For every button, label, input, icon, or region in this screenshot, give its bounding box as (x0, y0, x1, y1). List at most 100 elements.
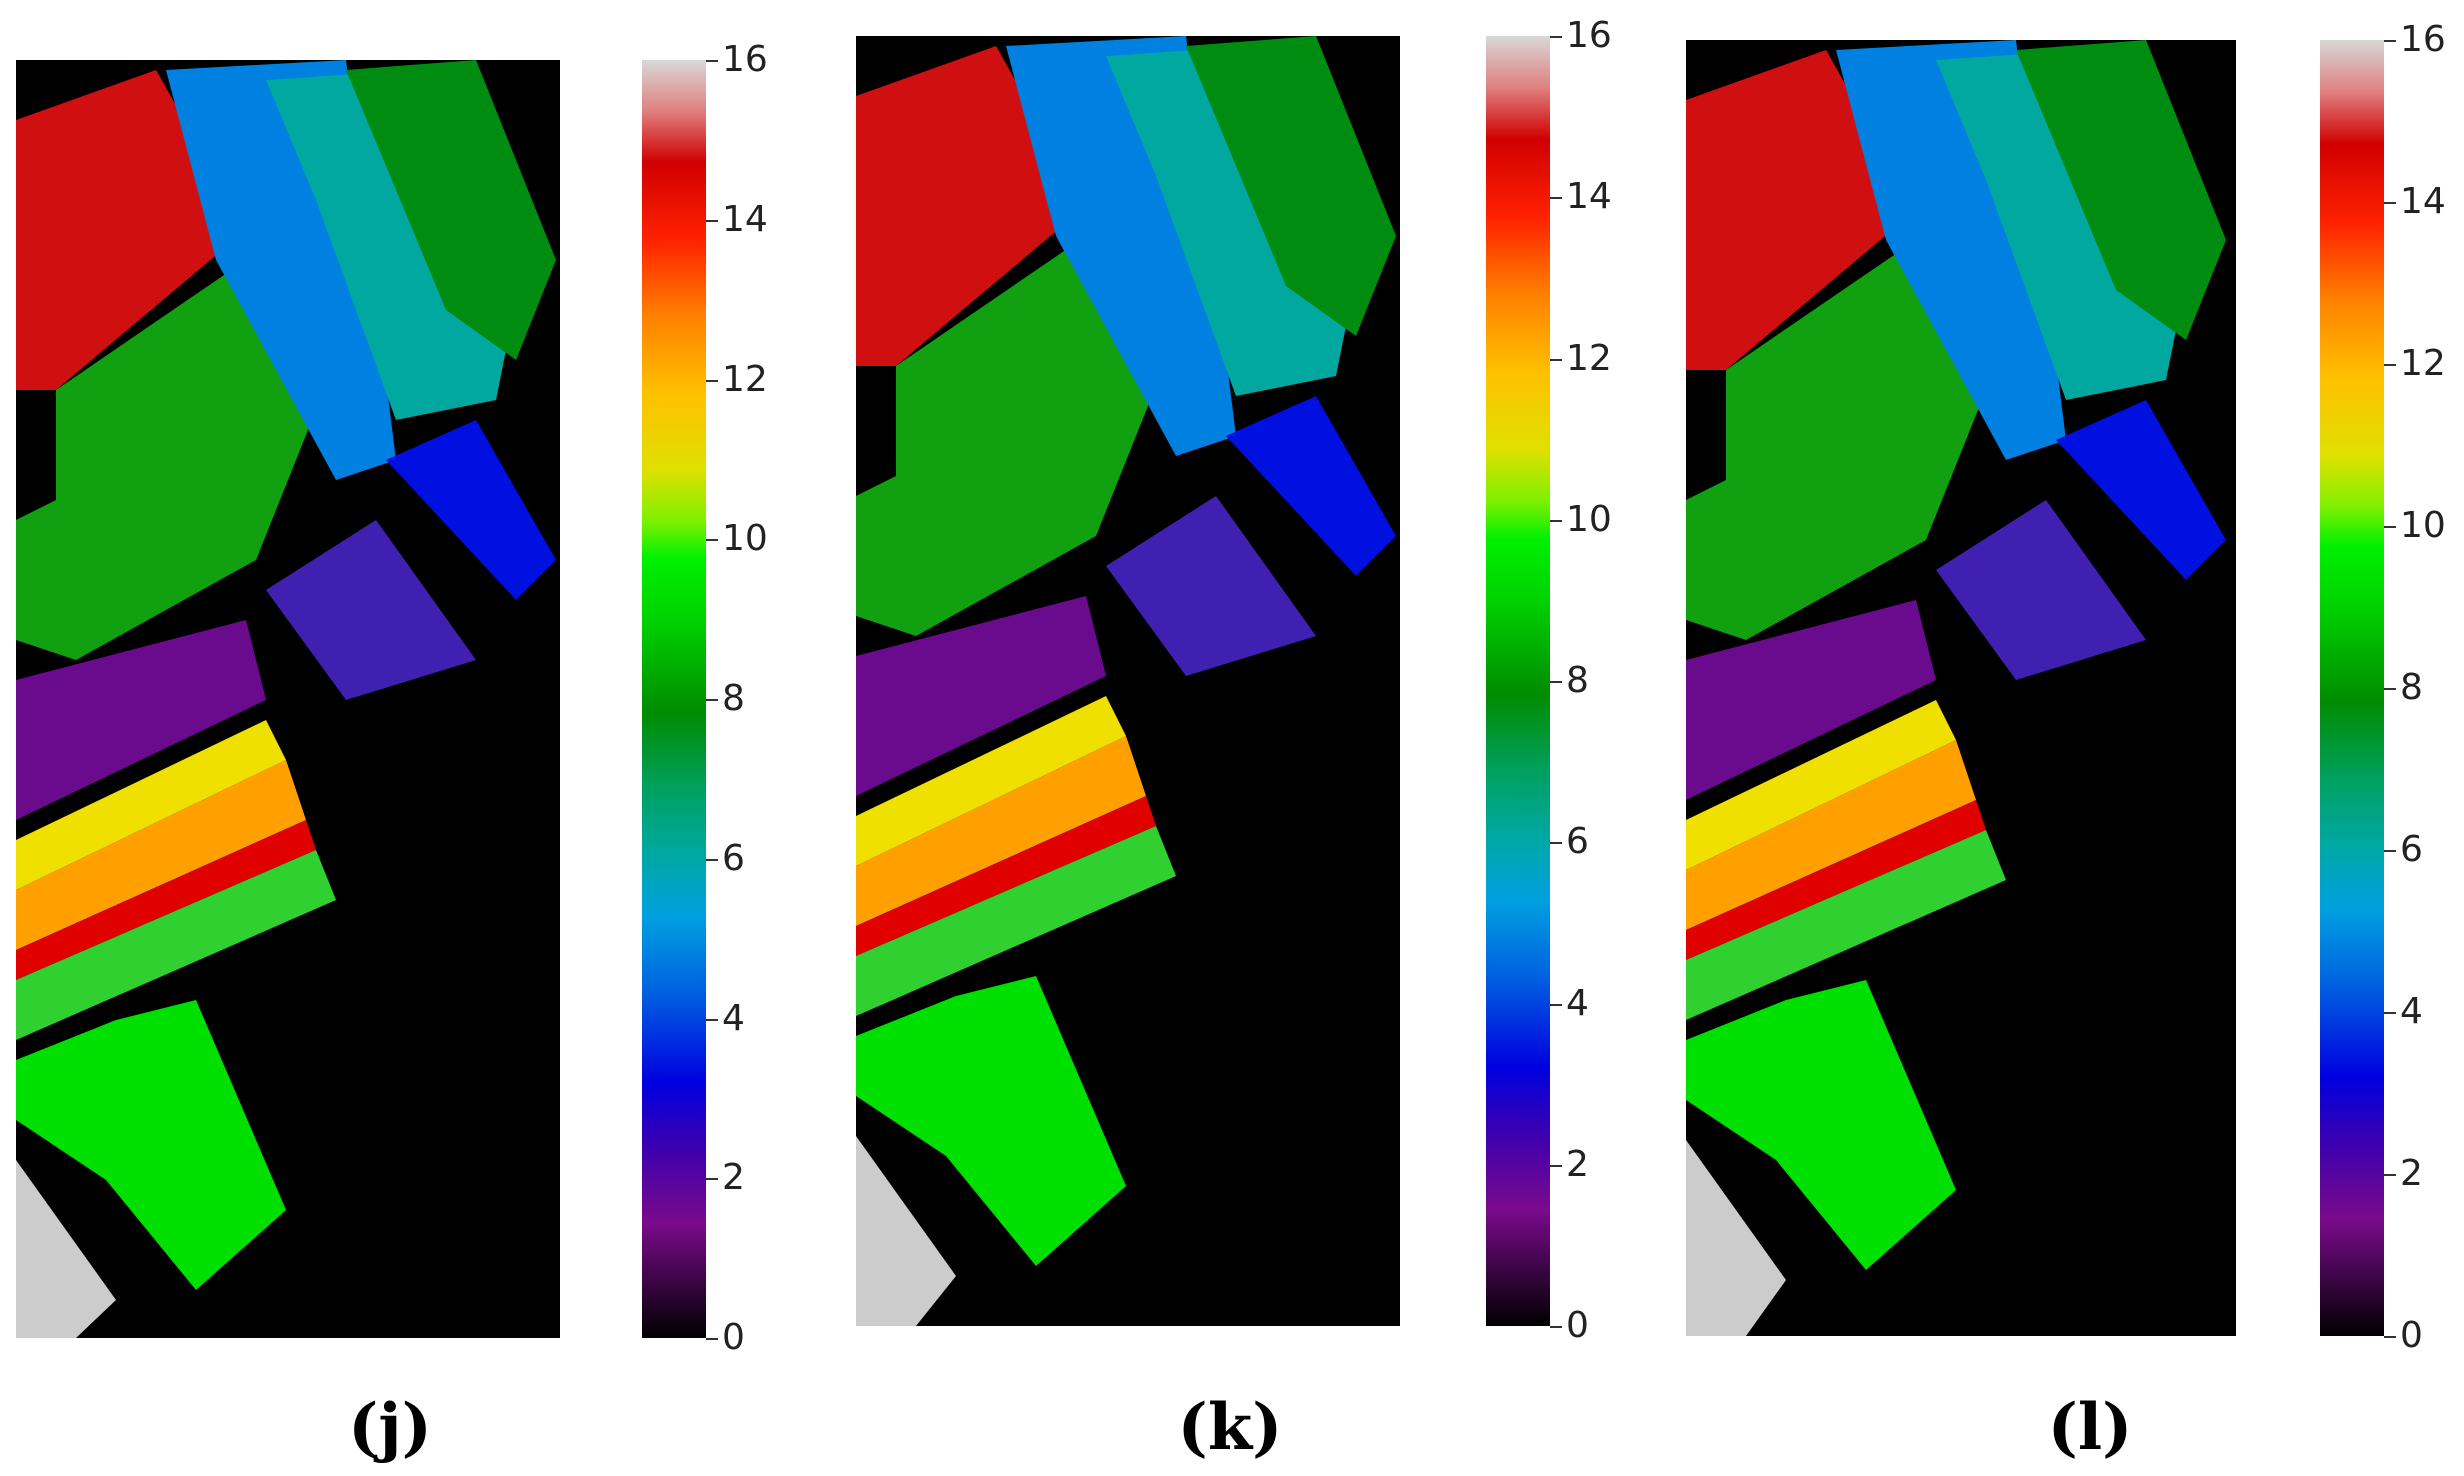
field-gray (856, 1136, 956, 1326)
panel-k: 16 14 12 10 8 6 4 2 0 (k) (840, 0, 1660, 1476)
field-indigo (1106, 496, 1316, 676)
colorbar-tick-label: 2 (2400, 1153, 2423, 1194)
colorbar-tick-label: 8 (722, 678, 745, 719)
colorbar-tick (2384, 1336, 2396, 1338)
colorbar-tick (706, 858, 718, 861)
colorbar-tick-label: 14 (1566, 176, 1612, 218)
colorbar-tick-label: 10 (722, 518, 768, 560)
colorbar-tick-label: 4 (2400, 991, 2423, 1032)
colorbar-tick (1550, 1164, 1562, 1167)
field-red-strip (16, 820, 316, 980)
colorbar-tick-label: 4 (722, 997, 745, 1039)
field-orange (1686, 740, 1976, 930)
colorbar-tick (706, 1018, 718, 1021)
field-darkblue (1226, 396, 1396, 576)
colorbar-tick-label: 12 (722, 358, 768, 400)
panel-l: 16 14 12 10 8 6 4 2 0 (l) (1670, 0, 2464, 1476)
colorbar-tick (1550, 1003, 1562, 1006)
colorbar-tick (1550, 197, 1562, 200)
panel-j: 16 14 12 10 8 6 4 2 0 (j) (0, 0, 820, 1476)
field-orange (856, 736, 1146, 926)
field-purple (1686, 600, 1936, 800)
field-lightgreen (1686, 830, 2006, 1020)
colorbar-tick-label: 0 (722, 1317, 745, 1358)
colorbar-tick (1550, 36, 1562, 38)
colorbar-tick-label: 2 (1566, 1143, 1589, 1185)
colorbar-tick (2384, 40, 2396, 42)
colorbar-tick-label: 14 (722, 198, 768, 240)
colorbar-tick-label: 0 (2400, 1315, 2423, 1356)
colorbar-l: 16 14 12 10 8 6 4 2 0 (2320, 22, 2446, 1354)
colorbar-tick-label: 8 (1566, 660, 1589, 701)
field-gray (1686, 1140, 1786, 1336)
colorbar-tick-label: 6 (2400, 829, 2423, 870)
field-yellow (856, 696, 1126, 866)
colorbar-tick (706, 699, 718, 701)
field-indigo (266, 520, 476, 700)
colorbar-tick-label: 10 (2400, 505, 2446, 546)
classification-map-j (16, 60, 560, 1338)
colorbar-tick-label: 12 (1566, 337, 1612, 379)
field-purple (16, 620, 266, 820)
colorbar-tick (2384, 364, 2396, 366)
colorbar-tick-label: 8 (2400, 667, 2423, 708)
field-brightgreen (856, 976, 1126, 1266)
colorbar-tick (706, 219, 718, 222)
colorbar-tick-label: 10 (1566, 498, 1612, 540)
colorbar-tick (706, 1178, 718, 1181)
colorbar-tick (2384, 1174, 2396, 1176)
colorbar-tick (2384, 688, 2396, 690)
colorbar-tick (2384, 850, 2396, 852)
field-lightgreen (16, 850, 336, 1040)
field-orange (16, 760, 306, 950)
colorbar-tick-label: 6 (1566, 821, 1589, 863)
field-gray (16, 1160, 116, 1338)
colorbar-tick (2384, 202, 2396, 204)
map-shapes-j (16, 60, 556, 1338)
colorbar-tick (1550, 681, 1562, 683)
field-lightgreen (856, 826, 1176, 1016)
colorbar-tick-label: 0 (1566, 1305, 1589, 1346)
field-brightgreen (16, 1000, 286, 1290)
panel-label-k: (k) (1177, 1390, 1283, 1465)
colorbar-tick (2384, 1012, 2396, 1014)
classification-map-l (1686, 40, 2236, 1336)
field-darkblue (2056, 400, 2226, 580)
panel-label-l: (l) (2047, 1390, 2133, 1465)
field-yellow (1686, 700, 1956, 870)
colorbar-tick (706, 1338, 718, 1340)
field-darkgreen (346, 60, 556, 360)
colorbar-tick (706, 60, 718, 62)
colorbar-tick-label: 6 (722, 837, 745, 879)
field-red-strip (1686, 800, 1986, 960)
field-darkblue (386, 420, 556, 600)
field-yellow (16, 720, 286, 890)
colorbar-k: 16 14 12 10 8 6 4 2 0 (1486, 18, 1612, 1344)
field-red-strip (856, 796, 1156, 956)
classification-map-k (856, 36, 1400, 1326)
colorbar-j: 16 14 12 10 8 6 4 2 0 (642, 42, 768, 1356)
field-indigo (1936, 500, 2146, 680)
field-darkgreen (2016, 40, 2226, 340)
colorbar-tick (1550, 519, 1562, 522)
colorbar-tick-label: 2 (722, 1157, 745, 1199)
field-green (1686, 240, 1986, 640)
colorbar-tick-label: 12 (2400, 343, 2446, 384)
field-darkgreen (1186, 36, 1396, 336)
colorbar-tick (706, 539, 718, 542)
field-green (16, 260, 316, 660)
colorbar-tick-label: 16 (1566, 15, 1612, 56)
colorbar-tick-label: 4 (1566, 982, 1589, 1024)
colorbar-tick (2384, 526, 2396, 528)
map-shapes-k (856, 36, 1396, 1326)
field-green (856, 236, 1156, 636)
field-brightgreen (1686, 980, 1956, 1270)
colorbar-tick (1550, 358, 1562, 361)
colorbar-tick-label: 16 (2400, 19, 2446, 60)
colorbar-tick-label: 16 (722, 39, 768, 80)
colorbar-tick-label: 14 (2400, 181, 2446, 222)
colorbar-tick (1550, 842, 1562, 845)
panel-label-j: (j) (348, 1390, 432, 1465)
field-purple (856, 596, 1106, 796)
map-shapes-l (1686, 40, 2226, 1336)
